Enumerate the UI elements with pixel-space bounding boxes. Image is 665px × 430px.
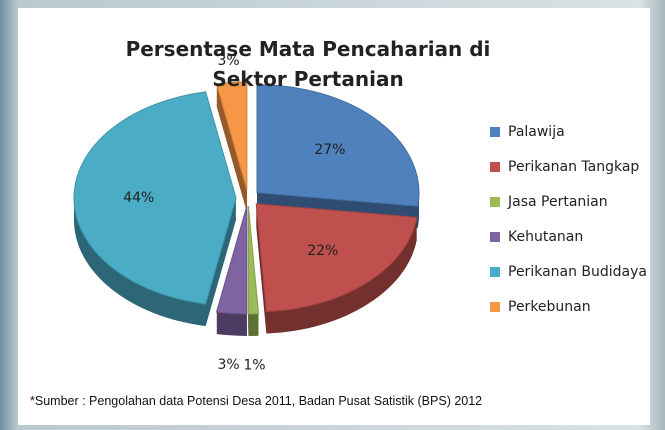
data-label: 44% bbox=[123, 190, 154, 206]
source-note: *Sumber : Pengolahan data Potensi Desa 2… bbox=[30, 394, 482, 408]
data-label: 3% bbox=[217, 357, 239, 373]
legend-label: Perkebunan bbox=[508, 299, 591, 315]
legend-swatch bbox=[490, 162, 500, 172]
legend-swatch bbox=[490, 302, 500, 312]
legend-swatch bbox=[490, 127, 500, 137]
legend-label: Jasa Pertanian bbox=[507, 194, 608, 210]
data-label: 22% bbox=[307, 243, 338, 259]
legend-label: Kehutanan bbox=[508, 229, 583, 245]
legend-label: Perikanan Tangkap bbox=[508, 159, 639, 175]
legend-swatch bbox=[490, 197, 500, 207]
data-label: 27% bbox=[314, 142, 345, 158]
chart-title: Persentase Mata Pencaharian di Sektor Pe… bbox=[108, 34, 508, 94]
legend-label: Perikanan Budidaya bbox=[508, 264, 647, 280]
data-label: 1% bbox=[243, 358, 265, 374]
legend-swatch bbox=[490, 232, 500, 242]
page: 27%22%1%3%44%3%PalawijaPerikanan Tangkap… bbox=[0, 0, 665, 430]
legend-swatch bbox=[490, 267, 500, 277]
legend-label: Palawija bbox=[508, 124, 565, 140]
